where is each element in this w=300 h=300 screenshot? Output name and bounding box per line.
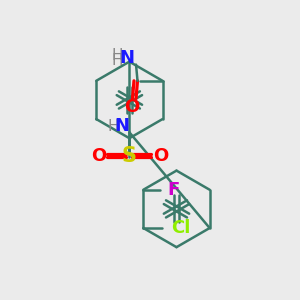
Text: O: O — [153, 147, 168, 165]
Text: N: N — [115, 117, 130, 135]
Text: Cl: Cl — [171, 219, 190, 237]
Text: H: H — [111, 53, 123, 68]
Text: H: H — [111, 48, 123, 63]
Text: H: H — [107, 119, 119, 134]
Text: N: N — [120, 49, 135, 67]
Text: F: F — [167, 181, 179, 199]
Text: S: S — [122, 146, 137, 166]
Text: O: O — [124, 98, 139, 116]
Text: O: O — [91, 147, 106, 165]
